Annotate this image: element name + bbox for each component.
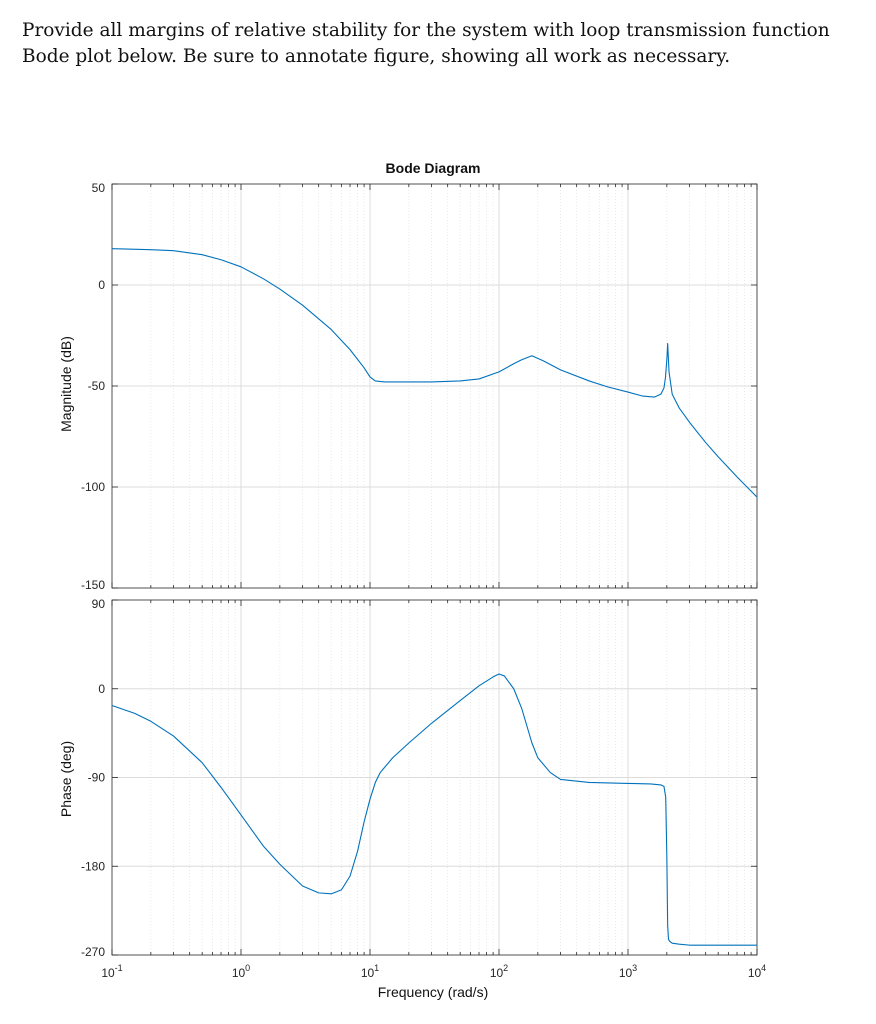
x-axis-label: Frequency (rad/s) [378, 984, 488, 1000]
magnitude-y-tick-label: -100 [81, 480, 105, 494]
magnitude-ylabel: Magnitude (dB) [58, 336, 74, 432]
phase-y-tick-label: 90 [92, 597, 106, 611]
chart-title: Bode Diagram [386, 160, 481, 176]
phase-curve [111, 673, 757, 946]
x-tick-label: 103 [619, 963, 637, 980]
magnitude-axes: 50 0 -50 -100 -150 [81, 181, 758, 592]
phase-y-tick-label: -90 [88, 771, 106, 785]
question-text: Provide all margins of relative stabilit… [22, 20, 830, 67]
magnitude-y-tick-label: 50 [92, 181, 106, 195]
magnitude-y-tick-label: 0 [98, 278, 105, 292]
phase-axes: 90 0 -90 -180 -270 10-1 100 101 102 103 104 [81, 597, 766, 980]
phase-y-tick-label: -270 [81, 945, 105, 959]
magnitude-curve [111, 248, 758, 498]
x-tick-label: 101 [361, 963, 379, 980]
phase-ylabel: Phase (deg) [58, 741, 74, 817]
phase-y-tick-label: -180 [81, 859, 105, 873]
x-tick-label: 100 [232, 963, 250, 980]
x-tick-label: 10-1 [101, 963, 122, 980]
x-tick-label: 104 [748, 963, 766, 980]
magnitude-y-tick-label: -50 [88, 379, 106, 393]
x-tick-label: 102 [490, 963, 508, 980]
phase-y-tick-label: 0 [98, 682, 105, 696]
magnitude-y-tick-label: -150 [81, 578, 105, 592]
